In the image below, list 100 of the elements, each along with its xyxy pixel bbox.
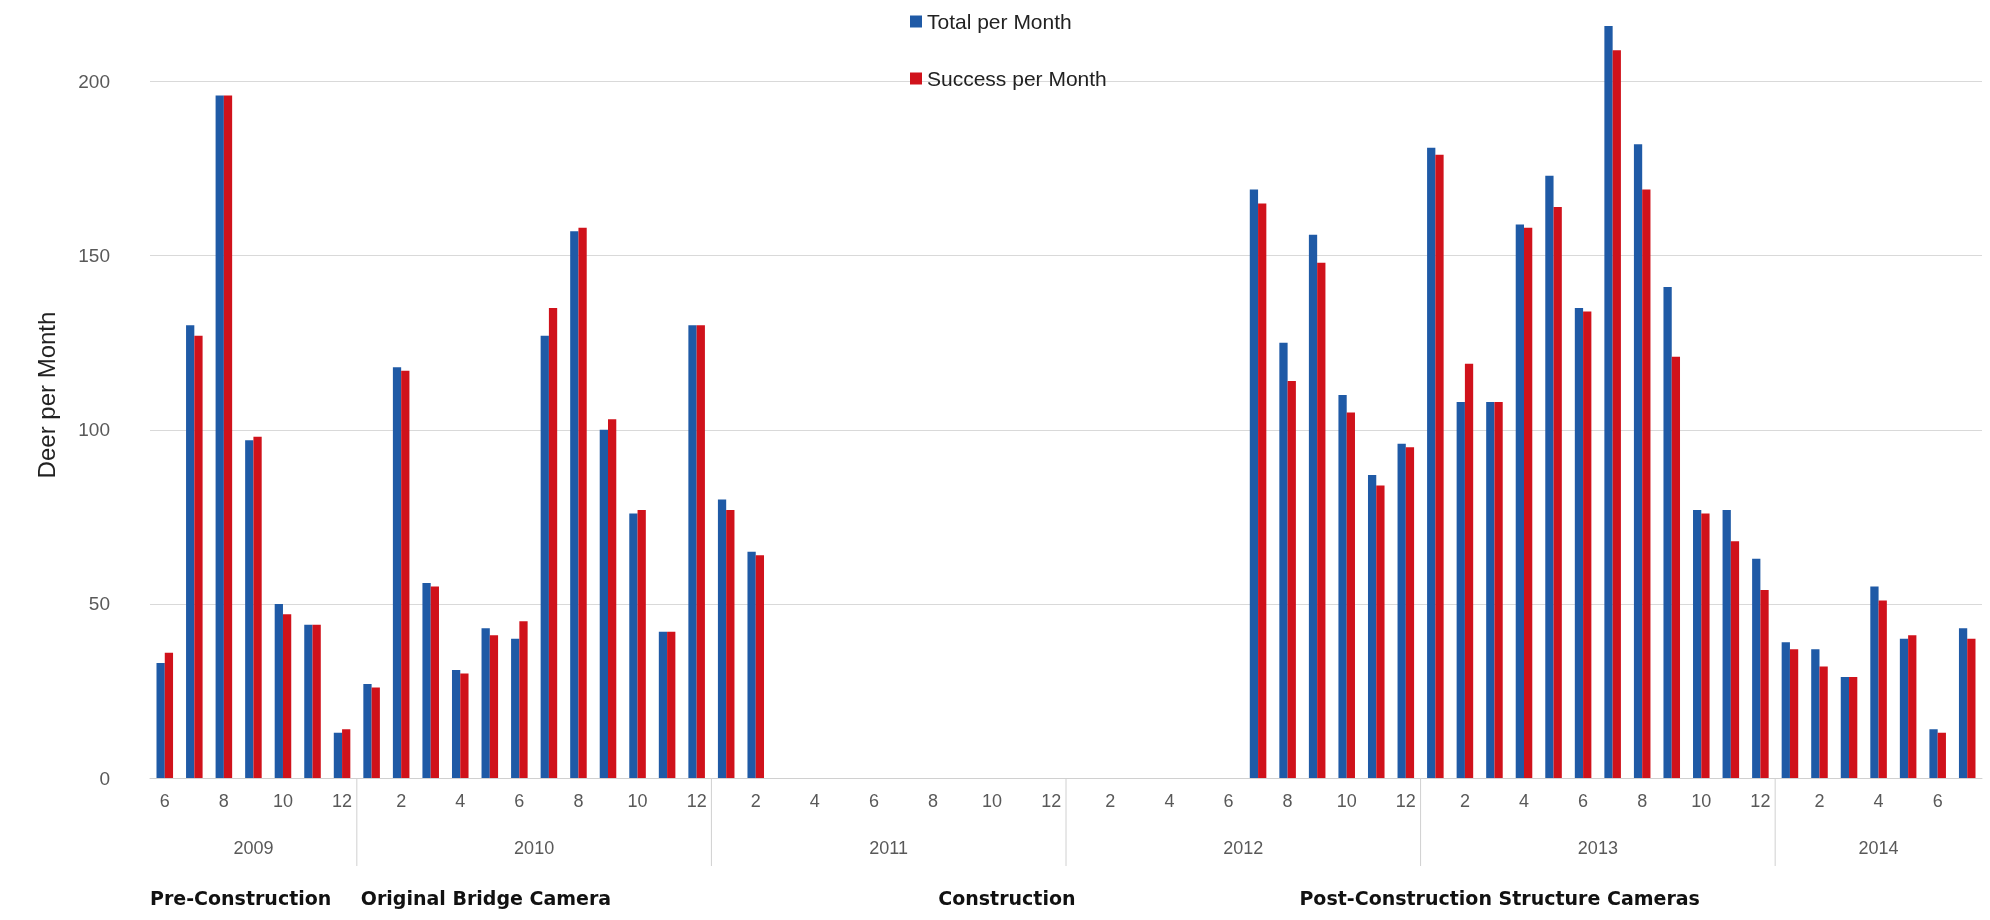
bar bbox=[371, 687, 380, 778]
bar bbox=[1367, 475, 1377, 778]
bar bbox=[1427, 147, 1436, 778]
x-tick-label: 4 bbox=[809, 791, 820, 811]
bar bbox=[1545, 175, 1554, 778]
bar bbox=[1308, 234, 1318, 778]
bar bbox=[186, 325, 195, 778]
bar bbox=[1693, 509, 1702, 778]
x-tick-label: 6 bbox=[1223, 791, 1234, 811]
bar bbox=[194, 335, 203, 778]
bar bbox=[1258, 203, 1267, 778]
bar bbox=[1456, 401, 1465, 778]
x-tick-label: 6 bbox=[1932, 791, 1943, 811]
bar bbox=[282, 614, 292, 778]
bar bbox=[1908, 635, 1917, 778]
x-tick-label: 8 bbox=[573, 791, 584, 811]
x-tick-label: 12 bbox=[1750, 791, 1771, 811]
bar bbox=[1583, 311, 1592, 778]
y-tick-label: 50 bbox=[88, 593, 110, 615]
text: 2013 bbox=[1577, 838, 1618, 858]
x-tick-label: 4 bbox=[1164, 791, 1175, 811]
bar bbox=[253, 436, 262, 778]
bar bbox=[1929, 729, 1938, 778]
bar bbox=[696, 325, 705, 778]
bar bbox=[658, 631, 668, 778]
bar bbox=[511, 638, 520, 778]
bar bbox=[1958, 628, 1968, 778]
bar bbox=[1870, 586, 1879, 778]
x-tick-label: 2 bbox=[396, 791, 407, 811]
bar bbox=[519, 621, 528, 778]
bar bbox=[274, 603, 283, 778]
bar bbox=[1338, 395, 1347, 778]
x-tick-label: 8 bbox=[1282, 791, 1293, 811]
x-tick-label: 10 bbox=[627, 791, 648, 811]
bar bbox=[245, 440, 254, 778]
bar bbox=[637, 509, 646, 778]
x-tick-label: 6 bbox=[868, 791, 879, 811]
text: 2014 bbox=[1858, 838, 1899, 858]
text: 2010 bbox=[514, 838, 555, 858]
x-tick-label: 8 bbox=[218, 791, 229, 811]
bar bbox=[215, 95, 224, 778]
bar bbox=[629, 513, 638, 778]
bar bbox=[1819, 666, 1828, 778]
bar bbox=[540, 335, 549, 778]
bar bbox=[342, 729, 351, 778]
bar bbox=[608, 419, 617, 778]
y-axis-title: Deer per Month bbox=[32, 311, 60, 479]
text: Construction bbox=[938, 887, 1076, 909]
bar bbox=[392, 367, 402, 778]
bar bbox=[430, 586, 439, 778]
x-tick-label: 4 bbox=[1873, 791, 1884, 811]
x-tick-label: 8 bbox=[1637, 791, 1648, 811]
bar bbox=[1937, 732, 1946, 778]
bar bbox=[1967, 638, 1976, 778]
bar bbox=[755, 555, 765, 778]
bar bbox=[312, 624, 321, 778]
bar bbox=[164, 652, 174, 778]
x-tick-label: 2 bbox=[750, 791, 761, 811]
bar bbox=[1524, 227, 1533, 778]
bar bbox=[1405, 447, 1415, 778]
x-tick-label: 8 bbox=[928, 791, 939, 811]
bar bbox=[1574, 307, 1584, 778]
bar bbox=[1346, 412, 1355, 778]
bar bbox=[1811, 649, 1820, 778]
bar bbox=[1840, 677, 1850, 778]
bar bbox=[1899, 638, 1909, 778]
bar bbox=[1604, 25, 1613, 778]
bar bbox=[1722, 509, 1731, 778]
bar bbox=[1789, 649, 1799, 778]
bar bbox=[1671, 356, 1681, 778]
bar bbox=[1435, 154, 1444, 778]
x-tick-label: 10 bbox=[982, 791, 1003, 811]
text: 2011 bbox=[869, 838, 909, 858]
x-tick-label: 2 bbox=[1459, 791, 1470, 811]
bar bbox=[1849, 677, 1858, 778]
bar bbox=[1553, 206, 1562, 778]
bar bbox=[1752, 558, 1761, 778]
bar bbox=[1612, 50, 1621, 778]
bar bbox=[1486, 401, 1495, 778]
bar bbox=[717, 499, 727, 778]
bar bbox=[422, 583, 431, 778]
bar bbox=[333, 732, 343, 778]
x-tick-label: 10 bbox=[1336, 791, 1357, 811]
bar bbox=[1878, 600, 1887, 778]
x-tick-label: 12 bbox=[332, 791, 353, 811]
x-tick-label: 10 bbox=[272, 791, 293, 811]
text: Original Bridge Camera bbox=[360, 887, 612, 909]
bar bbox=[223, 95, 233, 778]
bar bbox=[1633, 144, 1643, 778]
bar bbox=[1515, 224, 1524, 778]
bar bbox=[1701, 513, 1710, 778]
bar bbox=[599, 429, 608, 778]
bar bbox=[667, 631, 676, 778]
bar bbox=[481, 628, 490, 778]
bar bbox=[1287, 381, 1296, 778]
bar bbox=[1279, 342, 1288, 778]
bar bbox=[688, 325, 697, 778]
bar bbox=[401, 370, 410, 778]
bar bbox=[1730, 541, 1740, 778]
bar bbox=[548, 307, 558, 778]
